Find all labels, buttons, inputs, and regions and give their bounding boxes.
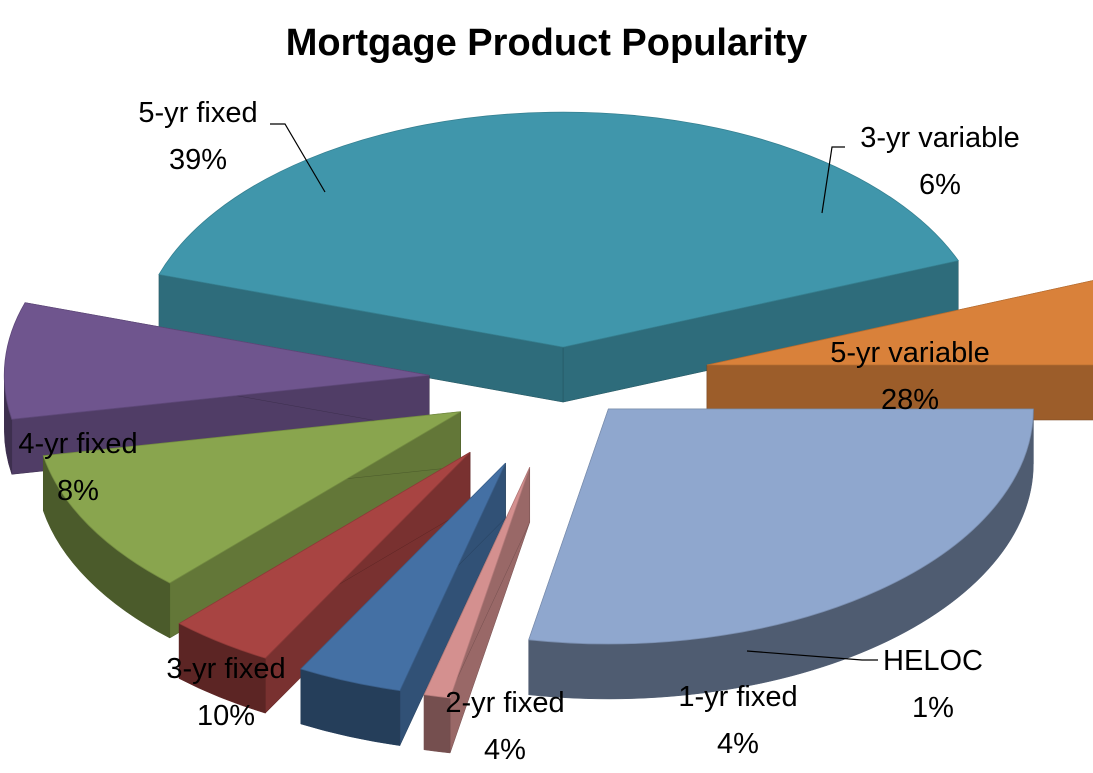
slice-label: 4-yr fixed <box>18 428 137 460</box>
pie-slice-top <box>158 111 959 348</box>
pie-slice-top <box>3 302 430 420</box>
slice-label: 3-yr variable <box>860 122 1020 154</box>
chart-title: Mortgage Product Popularity <box>285 22 808 64</box>
pie-slice-top <box>42 411 461 584</box>
pie-slice-top <box>706 280 1093 366</box>
pie-slice <box>423 466 531 754</box>
slice-label: 2-yr fixed <box>445 687 564 719</box>
slice-value-label: 28% <box>881 384 939 416</box>
slice-value-label: 4% <box>484 734 526 766</box>
slice-label: 3-yr fixed <box>166 653 285 685</box>
slice-label: 5-yr variable <box>830 337 990 369</box>
pie-slice <box>42 411 461 639</box>
leader-line <box>746 650 878 661</box>
leader-line <box>821 146 845 214</box>
slice-value-label: 10% <box>197 700 255 732</box>
pie-slice <box>158 111 959 403</box>
pie-slice <box>178 451 471 714</box>
pie-slice-top <box>423 466 531 699</box>
slice-value-label: 1% <box>912 692 954 724</box>
slice-value-label: 6% <box>919 169 961 201</box>
slice-value-label: 8% <box>57 475 99 507</box>
leader-line <box>270 123 326 193</box>
pie-slice <box>528 408 1034 700</box>
pie-slice-top <box>178 451 471 659</box>
slice-value-label: 39% <box>169 144 227 176</box>
pie-slice <box>706 280 1093 421</box>
pie-slice-top <box>300 462 506 692</box>
slice-label: HELOC <box>883 645 983 677</box>
slice-label: 5-yr fixed <box>138 97 257 129</box>
slice-value-label: 4% <box>717 728 759 760</box>
slice-label: 1-yr fixed <box>678 681 797 713</box>
pie-slice-top <box>528 408 1034 645</box>
pie-slice <box>300 462 506 746</box>
